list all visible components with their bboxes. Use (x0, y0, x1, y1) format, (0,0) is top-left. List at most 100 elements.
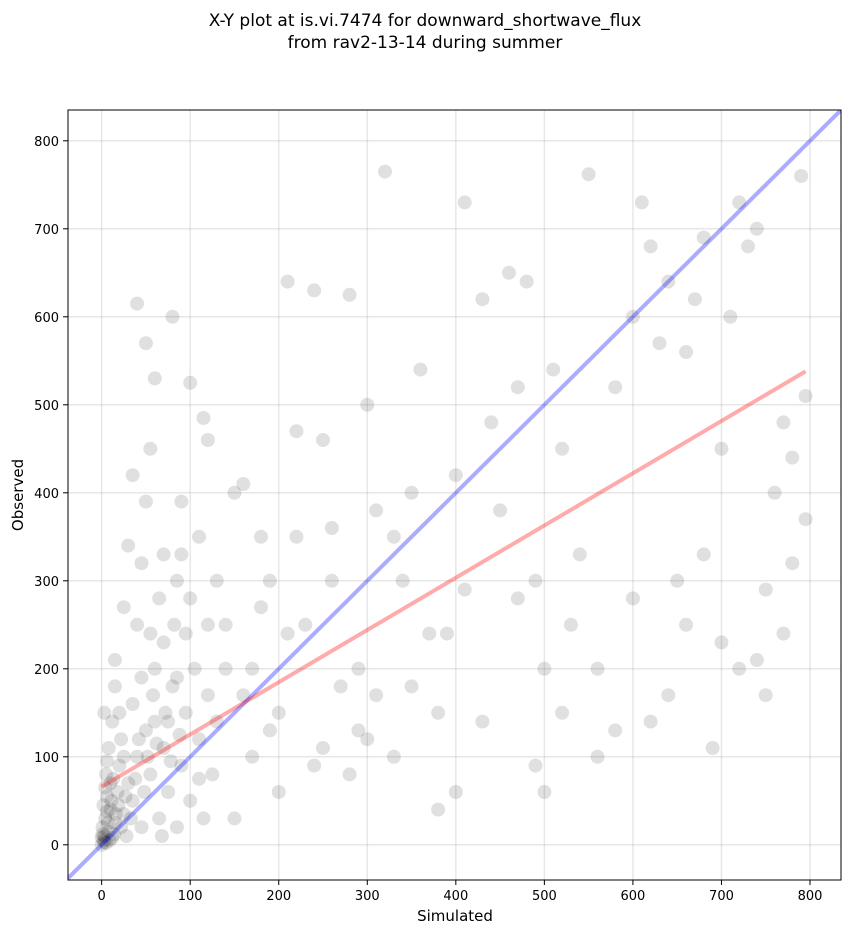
scatter-point (125, 697, 140, 711)
scatter-point (121, 538, 136, 553)
scatter-point (205, 767, 220, 782)
scatter-point (785, 556, 800, 571)
scatter-point (196, 411, 211, 425)
scatter-point (643, 239, 658, 254)
x-tick-label: 100 (178, 889, 203, 904)
scatter-point (128, 771, 143, 786)
scatter-point (167, 617, 182, 632)
scatter-point (138, 494, 153, 509)
scatter-point (99, 836, 114, 851)
scatter-point (696, 547, 711, 562)
scatter-point (798, 389, 813, 403)
scatter-point (97, 705, 112, 720)
plot-frame (67, 109, 842, 881)
scatter-point (110, 785, 125, 799)
y-tick-label: 700 (34, 223, 59, 238)
scatter-point (431, 705, 446, 720)
scatter-point (342, 767, 357, 782)
scatter-point (105, 714, 120, 729)
scatter-point (114, 732, 129, 747)
scatter-point (351, 723, 366, 738)
scatter-point (99, 804, 114, 819)
scatter-point (143, 767, 158, 782)
scatter-point (165, 309, 180, 324)
scatter-point (169, 670, 184, 685)
x-tick-label: 200 (266, 889, 291, 904)
x-tick-label: 500 (532, 889, 557, 904)
scatter-point (528, 573, 543, 588)
scatter-point (431, 802, 446, 817)
scatter-point (457, 195, 472, 210)
scatter-point (94, 830, 109, 845)
scatter-point (105, 830, 120, 845)
x-tick-label: 400 (443, 889, 468, 904)
scatter-point (104, 793, 119, 808)
scatter-point (123, 811, 138, 826)
scatter-point (119, 829, 134, 843)
scatter-point (776, 626, 791, 641)
scatter-point (732, 661, 747, 676)
scatter-point (95, 820, 110, 835)
scatter-point (161, 714, 176, 729)
plot-area (68, 110, 841, 880)
scatter-point (510, 380, 525, 395)
scatter-point (271, 785, 286, 799)
scatter-point (369, 503, 384, 518)
scatter-point (97, 835, 112, 850)
scatter-point (152, 811, 167, 826)
scatter-point (156, 741, 171, 755)
x-tick-label: 700 (709, 889, 734, 904)
scatter-point (298, 617, 313, 632)
x-axis-label: Simulated (417, 907, 493, 925)
scatter-point (254, 529, 269, 544)
scatter-point (143, 626, 158, 641)
scatter-point (125, 468, 140, 483)
scatter-point (661, 688, 676, 703)
scatter-point (156, 635, 171, 650)
scatter-point (134, 670, 149, 685)
scatter-point (156, 547, 171, 562)
scatter-point (96, 798, 111, 813)
x-tick-label: 800 (798, 889, 823, 904)
scatter-point (608, 723, 623, 738)
y-tick-label: 600 (34, 311, 59, 326)
y-tick-label: 400 (34, 487, 59, 502)
y-tick-label: 100 (34, 751, 59, 766)
scatter-point (137, 785, 152, 799)
scatter-point (112, 758, 127, 773)
scatter-point (147, 661, 162, 676)
scatter-point (316, 741, 331, 755)
scatter-point (670, 573, 685, 588)
scatter-point (794, 169, 809, 183)
scatter-point (165, 679, 180, 694)
scatter-point (679, 617, 694, 632)
scatter-point (101, 824, 116, 839)
scatter-point (687, 292, 702, 307)
scatter-point (174, 547, 189, 562)
reference-line (100, 369, 807, 789)
scatter-point (200, 433, 215, 447)
scatter-point (386, 529, 401, 544)
scatter-point (475, 714, 490, 729)
scatter-point (404, 679, 419, 694)
scatter-point (99, 767, 114, 782)
scatter-point (209, 573, 224, 588)
scatter-point (245, 749, 260, 764)
scatter-point (183, 793, 198, 808)
scatter-point (634, 195, 649, 210)
scatter-point (114, 820, 129, 835)
scatter-point (758, 688, 773, 703)
x-tick-label: 300 (355, 889, 380, 904)
scatter-point (106, 771, 121, 786)
x-tick-label: 600 (621, 889, 646, 904)
scatter-point (100, 815, 115, 830)
scatter-point (134, 820, 149, 835)
scatter-point (271, 705, 286, 720)
y-tick-label: 300 (34, 575, 59, 590)
scatter-point (192, 732, 207, 747)
scatter-point (386, 749, 401, 764)
scatter-point (183, 375, 198, 390)
scatter-point (121, 776, 136, 791)
scatter-point (98, 780, 113, 795)
scatter-point (245, 661, 260, 676)
